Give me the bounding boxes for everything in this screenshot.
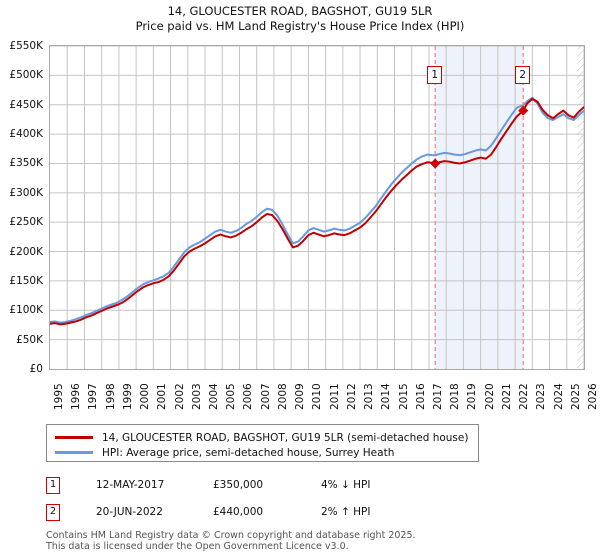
x-axis-tick-label: 1998 — [104, 383, 117, 410]
y-axis-tick-label: £100K — [9, 304, 43, 317]
marker-callout-2[interactable]: 2 — [515, 66, 531, 84]
transaction-hpi-delta: 2% ↑ HPI — [321, 506, 371, 518]
y-axis-labels: £0 £50K £100K £150K £200K £250K £300K £350K £400… — [0, 40, 46, 375]
y-axis-tick-label: £400K — [9, 128, 43, 141]
x-axis-tick-label: 2001 — [156, 383, 169, 410]
marker-callout-1[interactable]: 1 — [427, 66, 443, 84]
legend-swatch-hpi — [55, 451, 93, 454]
legend-label-hpi: HPI: Average price, semi-detached house,… — [102, 446, 395, 459]
legend-item-hpi: HPI: Average price, semi-detached house,… — [47, 445, 478, 460]
y-axis-tick-label: £500K — [9, 69, 43, 82]
x-axis-tick-label: 2005 — [225, 383, 238, 410]
chart-title-block: 14, GLOUCESTER ROAD, BAGSHOT, GU19 5LR P… — [0, 4, 600, 34]
transaction-row[interactable]: 1 12-MAY-2017 £350,000 4% ↓ HPI — [46, 476, 486, 496]
x-axis-tick-label: 1995 — [53, 383, 65, 410]
y-axis-tick-label: £350K — [9, 157, 43, 170]
page-subtitle: Price paid vs. HM Land Registry's House … — [135, 19, 465, 33]
page-title: 14, GLOUCESTER ROAD, BAGSHOT, GU19 5LR — [167, 4, 433, 18]
x-axis-tick-label: 2022 — [518, 383, 531, 410]
x-axis-tick-label: 2012 — [345, 383, 358, 410]
x-axis-tick-label: 2018 — [449, 383, 462, 410]
x-axis-tick-label: 2021 — [500, 383, 513, 410]
chart-legend: 14, GLOUCESTER ROAD, BAGSHOT, GU19 5LR (… — [46, 424, 479, 462]
transaction-hpi-delta: 4% ↓ HPI — [321, 479, 371, 491]
x-axis-tick-label: 2023 — [535, 383, 548, 410]
footer-line-2: This data is licensed under the Open Gov… — [46, 541, 349, 552]
y-axis-tick-label: £200K — [9, 245, 43, 258]
x-axis-tick-label: 2007 — [259, 383, 272, 410]
x-axis-tick-label: 1997 — [87, 383, 100, 410]
x-axis-tick-label: 2014 — [380, 383, 393, 410]
legend-swatch-price-paid — [55, 436, 93, 439]
x-axis-tick-label: 2010 — [311, 383, 324, 410]
y-axis-tick-label: £50K — [16, 333, 43, 346]
y-axis-tick-label: £450K — [9, 98, 43, 111]
x-axis-tick-label: 2024 — [552, 383, 565, 410]
x-axis-tick-label: 2026 — [587, 383, 599, 410]
x-axis-labels: 1995 1996 1997 1998 1999 2000 2001 2002 2003 2004… — [49, 372, 599, 416]
x-axis-tick-label: 2019 — [466, 383, 479, 410]
x-axis-tick-label: 2013 — [363, 383, 376, 410]
x-axis-tick-label: 2011 — [328, 383, 341, 410]
transaction-price: £350,000 — [213, 479, 264, 491]
y-axis-tick-label: £250K — [9, 216, 43, 229]
chart-canvas — [50, 46, 584, 369]
transaction-index-badge: 1 — [46, 477, 60, 494]
transaction-row[interactable]: 2 20-JUN-2022 £440,000 2% ↑ HPI — [46, 503, 486, 523]
x-axis-tick-label: 1996 — [70, 383, 83, 410]
x-axis-tick-label: 2008 — [276, 383, 289, 410]
x-axis-tick-label: 2003 — [190, 383, 203, 410]
y-axis-tick-label: £0 — [29, 363, 43, 375]
x-axis-tick-label: 2000 — [139, 383, 152, 410]
copyright-footer: Contains HM Land Registry data © Crown c… — [46, 530, 566, 552]
x-axis-tick-label: 2020 — [483, 383, 496, 410]
x-axis-tick-label: 2002 — [173, 383, 186, 410]
y-axis-tick-label: £550K — [9, 40, 43, 52]
chart-plot-area — [49, 45, 585, 370]
transaction-date: 20-JUN-2022 — [96, 506, 163, 518]
x-axis-tick-label: 2025 — [569, 383, 582, 410]
x-axis-tick-label: 2015 — [397, 383, 410, 410]
transaction-price: £440,000 — [213, 506, 264, 518]
x-axis-tick-label: 2004 — [208, 383, 221, 410]
x-axis-tick-label: 2006 — [242, 383, 255, 410]
legend-label-price-paid: 14, GLOUCESTER ROAD, BAGSHOT, GU19 5LR (… — [102, 431, 469, 444]
transaction-date: 12-MAY-2017 — [96, 479, 165, 491]
transaction-index-badge: 2 — [46, 504, 60, 521]
x-axis-tick-label: 2016 — [414, 383, 427, 410]
x-axis-tick-label: 2009 — [294, 383, 307, 410]
y-axis-tick-label: £150K — [9, 274, 43, 287]
y-axis-tick-label: £300K — [9, 186, 43, 199]
x-axis-tick-label: 1999 — [121, 383, 134, 410]
legend-item-price-paid: 14, GLOUCESTER ROAD, BAGSHOT, GU19 5LR (… — [47, 430, 478, 445]
footer-line-1: Contains HM Land Registry data © Crown c… — [46, 530, 416, 541]
x-axis-tick-label: 2017 — [431, 383, 444, 410]
